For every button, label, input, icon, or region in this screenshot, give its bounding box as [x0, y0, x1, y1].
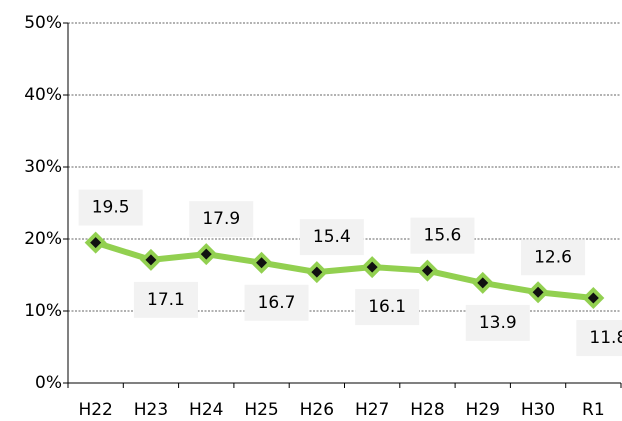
- data-label: 15.4: [313, 227, 351, 247]
- marker-inner: [587, 292, 599, 304]
- data-label: 17.1: [147, 290, 185, 310]
- x-tick-label: H29: [466, 400, 500, 420]
- marker-inner: [200, 248, 212, 260]
- marker-inner: [90, 237, 102, 249]
- marker-inner: [256, 257, 268, 269]
- x-tick-label: H26: [300, 400, 334, 420]
- label-box: [244, 284, 309, 321]
- x-tick-label: H30: [521, 400, 555, 420]
- y-tick-label: 40%: [24, 85, 62, 105]
- label-box: [521, 239, 586, 276]
- x-tick-label: R1: [582, 400, 605, 420]
- data-label: 16.7: [258, 293, 296, 313]
- x-tick-label: H24: [189, 400, 223, 420]
- label-box: [299, 219, 364, 256]
- label-box: [78, 189, 143, 226]
- label-box: [465, 304, 530, 341]
- label-box: [189, 201, 254, 238]
- label-box: [133, 281, 198, 318]
- x-tick-label: H22: [78, 400, 112, 420]
- y-tick-label: 30%: [24, 157, 62, 177]
- data-label: 16.1: [368, 297, 406, 317]
- label-box: [355, 289, 420, 326]
- marker-inner: [311, 266, 323, 278]
- label-box: [576, 320, 622, 357]
- label-box: [410, 217, 475, 254]
- marker-inner: [477, 277, 489, 289]
- marker-inner: [421, 265, 433, 277]
- x-tick-label: H28: [410, 400, 444, 420]
- marker-inner: [366, 261, 378, 273]
- data-label: 12.6: [534, 247, 572, 267]
- data-label: 13.9: [479, 313, 517, 333]
- x-tick-label: H27: [355, 400, 389, 420]
- y-tick-label: 50%: [24, 13, 62, 33]
- data-label: 11.8: [589, 328, 622, 348]
- line: [94, 239, 594, 302]
- marker-inner: [145, 254, 157, 266]
- y-tick-label: 10%: [24, 301, 62, 321]
- data-label: 15.6: [424, 226, 462, 246]
- x-tick-label: H25: [244, 400, 278, 420]
- data-label: 17.9: [202, 209, 240, 229]
- marker-inner: [532, 286, 544, 298]
- y-tick-label: 20%: [24, 229, 62, 249]
- y-tick-label: 0%: [35, 373, 62, 393]
- x-tick-label: H23: [134, 400, 168, 420]
- data-label: 19.5: [92, 198, 130, 218]
